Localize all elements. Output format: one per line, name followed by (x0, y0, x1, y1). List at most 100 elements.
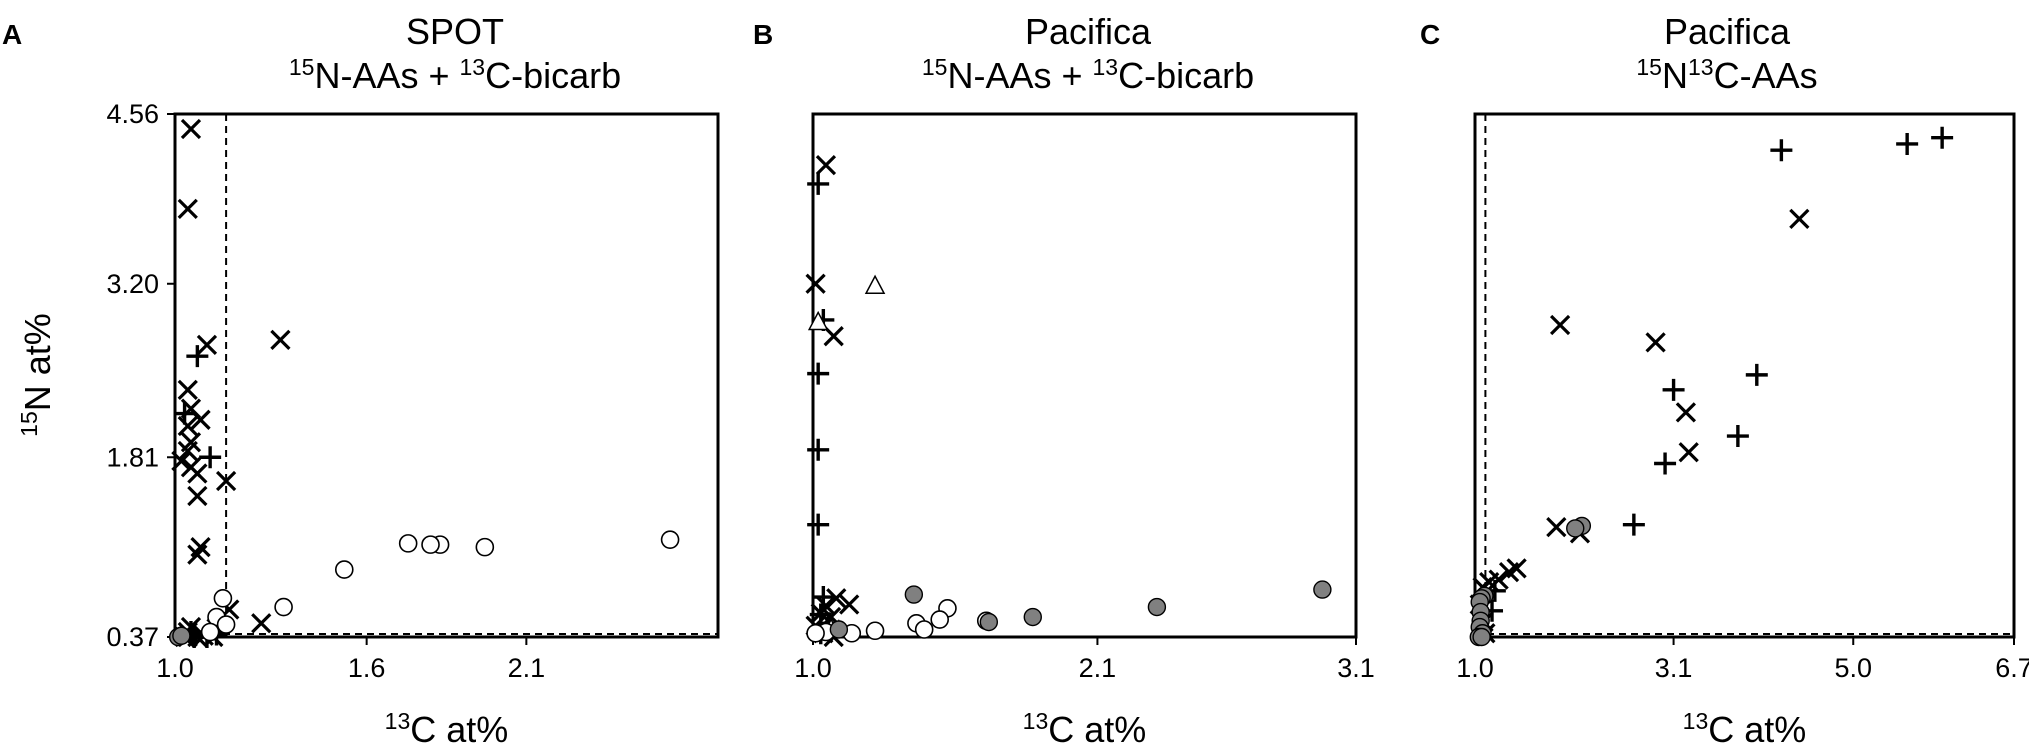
x-tick-label: 1.0 (1456, 653, 1494, 683)
gray-circle-marker (829, 620, 849, 639)
x-tick-label: 1.0 (794, 653, 832, 683)
x-marker (187, 485, 208, 507)
x-marker (171, 450, 192, 472)
x-marker (177, 440, 198, 462)
open-circle-marker (865, 621, 885, 641)
open-circle-marker (914, 620, 934, 639)
data-series (1469, 126, 1954, 647)
x-marker (1789, 208, 1810, 229)
x-marker (180, 118, 202, 140)
open-circle-marker (274, 597, 293, 617)
open-circle-marker (660, 530, 680, 549)
y-tick-label: 3.20 (106, 269, 159, 299)
gray-circle-marker (172, 626, 191, 645)
x-marker (1549, 314, 1571, 336)
x-tick-label: 1.6 (348, 653, 386, 683)
open-circle-marker (216, 615, 236, 634)
gray-circle-marker (1313, 580, 1332, 599)
x-marker (1645, 332, 1666, 353)
gray-circle-marker (979, 612, 999, 632)
open-circle-marker (475, 537, 495, 557)
x-axis-label: 13C at% (1023, 708, 1147, 750)
open-circle-marker (398, 534, 418, 553)
plus-marker (1896, 132, 1919, 155)
x-tick-label: 2.1 (1079, 653, 1117, 683)
open-triangle-marker (864, 274, 886, 295)
plus-marker (186, 345, 209, 368)
data-series (168, 118, 680, 648)
x-marker (177, 198, 198, 219)
chart-subtitle: 15N-AAs + 13C-bicarb (922, 54, 1254, 96)
open-triangle-marker (807, 310, 829, 331)
x-marker (215, 470, 237, 492)
x-marker (251, 613, 272, 634)
x-tick-label: 1.0 (156, 653, 194, 683)
x-marker (187, 463, 208, 484)
gray-circle-marker (1566, 519, 1585, 538)
plus-marker (173, 402, 196, 425)
plus-marker (1726, 425, 1749, 448)
gray-circle-marker (1023, 607, 1042, 627)
plot-frame (173, 112, 720, 639)
x-tick-label: 6.7 (1995, 653, 2029, 683)
x-marker (805, 273, 826, 294)
panel-letter: C (1420, 19, 1440, 50)
open-circle-marker (200, 622, 220, 642)
plus-marker (807, 438, 830, 461)
x-marker (1498, 561, 1520, 583)
x-marker (1546, 517, 1567, 538)
plus-marker (1622, 513, 1645, 536)
x-marker (1675, 402, 1697, 423)
plus-marker (807, 172, 830, 195)
plus-marker (199, 446, 222, 469)
x-marker (1678, 442, 1699, 463)
x-marker (839, 594, 860, 615)
x-tick-label: 5.0 (1834, 653, 1872, 683)
y-tick-label: 0.37 (106, 622, 159, 652)
x-axis-label: 13C at% (385, 708, 509, 750)
data-series (805, 155, 1332, 648)
x-marker (187, 544, 208, 565)
x-marker (196, 334, 218, 356)
gray-circle-marker (904, 585, 924, 604)
x-marker (826, 588, 847, 609)
chart-title: SPOT (406, 11, 504, 52)
panel-letter: B (753, 19, 773, 50)
plot-frame (811, 112, 1358, 639)
x-marker (177, 415, 198, 437)
plus-marker (1654, 452, 1677, 475)
plus-marker (812, 586, 835, 609)
chart-title: Pacifica (1664, 11, 1791, 52)
x-marker (270, 329, 291, 351)
plus-marker (807, 362, 830, 385)
x-axis-label: 13C at% (1683, 708, 1807, 750)
plus-marker (1770, 139, 1793, 162)
panel-letter: A (2, 19, 22, 50)
chart-subtitle: 15N13C-AAs (1636, 54, 1817, 96)
plus-marker (1745, 363, 1768, 386)
y-tick-label: 1.81 (106, 442, 159, 472)
gray-circle-marker (1147, 597, 1167, 617)
plot-frame (1473, 112, 2016, 639)
x-tick-label: 2.1 (508, 653, 546, 683)
chart-title: Pacifica (1025, 11, 1152, 52)
y-tick-label: 4.56 (106, 99, 159, 129)
chart-subtitle: 15N-AAs + 13C-bicarb (289, 54, 621, 96)
plus-marker (807, 513, 830, 536)
open-circle-marker (213, 589, 233, 608)
x-marker (177, 379, 198, 400)
x-tick-label: 3.1 (1655, 653, 1693, 683)
open-circle-marker (930, 610, 950, 629)
plus-marker (1931, 126, 1954, 149)
x-tick-label: 3.1 (1337, 653, 1375, 683)
open-circle-marker (334, 560, 354, 579)
open-circle-marker (806, 623, 825, 643)
gray-circle-marker (1472, 627, 1491, 647)
y-axis-label: 15N at% (16, 313, 58, 437)
plus-marker (1662, 378, 1685, 401)
open-circle-marker (421, 535, 440, 554)
